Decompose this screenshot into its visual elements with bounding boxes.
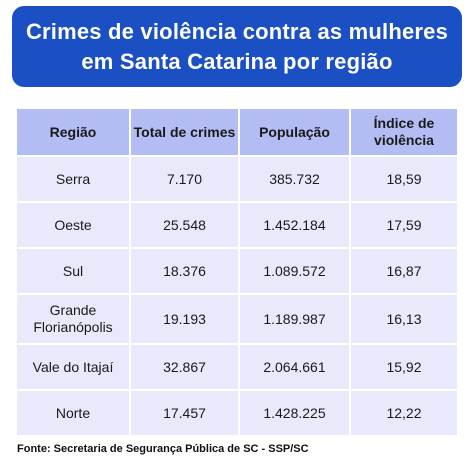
cell-regiao: Oeste	[17, 203, 129, 247]
title-line-2: em Santa Catarina por região	[81, 48, 393, 74]
column-header-indice: Índice de violência	[351, 109, 457, 155]
cell-total: 17.457	[131, 391, 238, 435]
title-banner: Crimes de violência contra as mulheres e…	[12, 6, 462, 87]
cell-indice: 12,22	[351, 391, 457, 435]
cell-regiao: Sul	[17, 249, 129, 293]
cell-total: 19.193	[131, 295, 238, 343]
cell-regiao: Serra	[17, 157, 129, 201]
cell-populacao: 1.452.184	[240, 203, 349, 247]
title-line-1: Crimes de violência contra as mulheres	[25, 18, 449, 44]
cell-indice: 17,59	[351, 203, 457, 247]
cell-indice: 16,87	[351, 249, 457, 293]
cell-total: 25.548	[131, 203, 238, 247]
cell-populacao: 2.064.661	[240, 345, 349, 389]
cell-regiao: Norte	[17, 391, 129, 435]
cell-populacao: 385.732	[240, 157, 349, 201]
column-header-total: Total de crimes	[131, 109, 238, 155]
column-header-populacao: População	[240, 109, 349, 155]
cell-populacao: 1.428.225	[240, 391, 349, 435]
data-table: Região Total de crimes População Índice …	[17, 109, 457, 435]
cell-total: 32.867	[131, 345, 238, 389]
cell-regiao: Grande Florianópolis	[17, 295, 129, 343]
cell-total: 18.376	[131, 249, 238, 293]
cell-populacao: 1.189.987	[240, 295, 349, 343]
column-header-regiao: Região	[17, 109, 129, 155]
cell-indice: 18,59	[351, 157, 457, 201]
cell-indice: 16,13	[351, 295, 457, 343]
cell-regiao: Vale do Itajaí	[17, 345, 129, 389]
cell-populacao: 1.089.572	[240, 249, 349, 293]
cell-indice: 15,92	[351, 345, 457, 389]
cell-total: 7.170	[131, 157, 238, 201]
source-caption: Fonte: Secretaria de Segurança Pública d…	[17, 443, 309, 455]
